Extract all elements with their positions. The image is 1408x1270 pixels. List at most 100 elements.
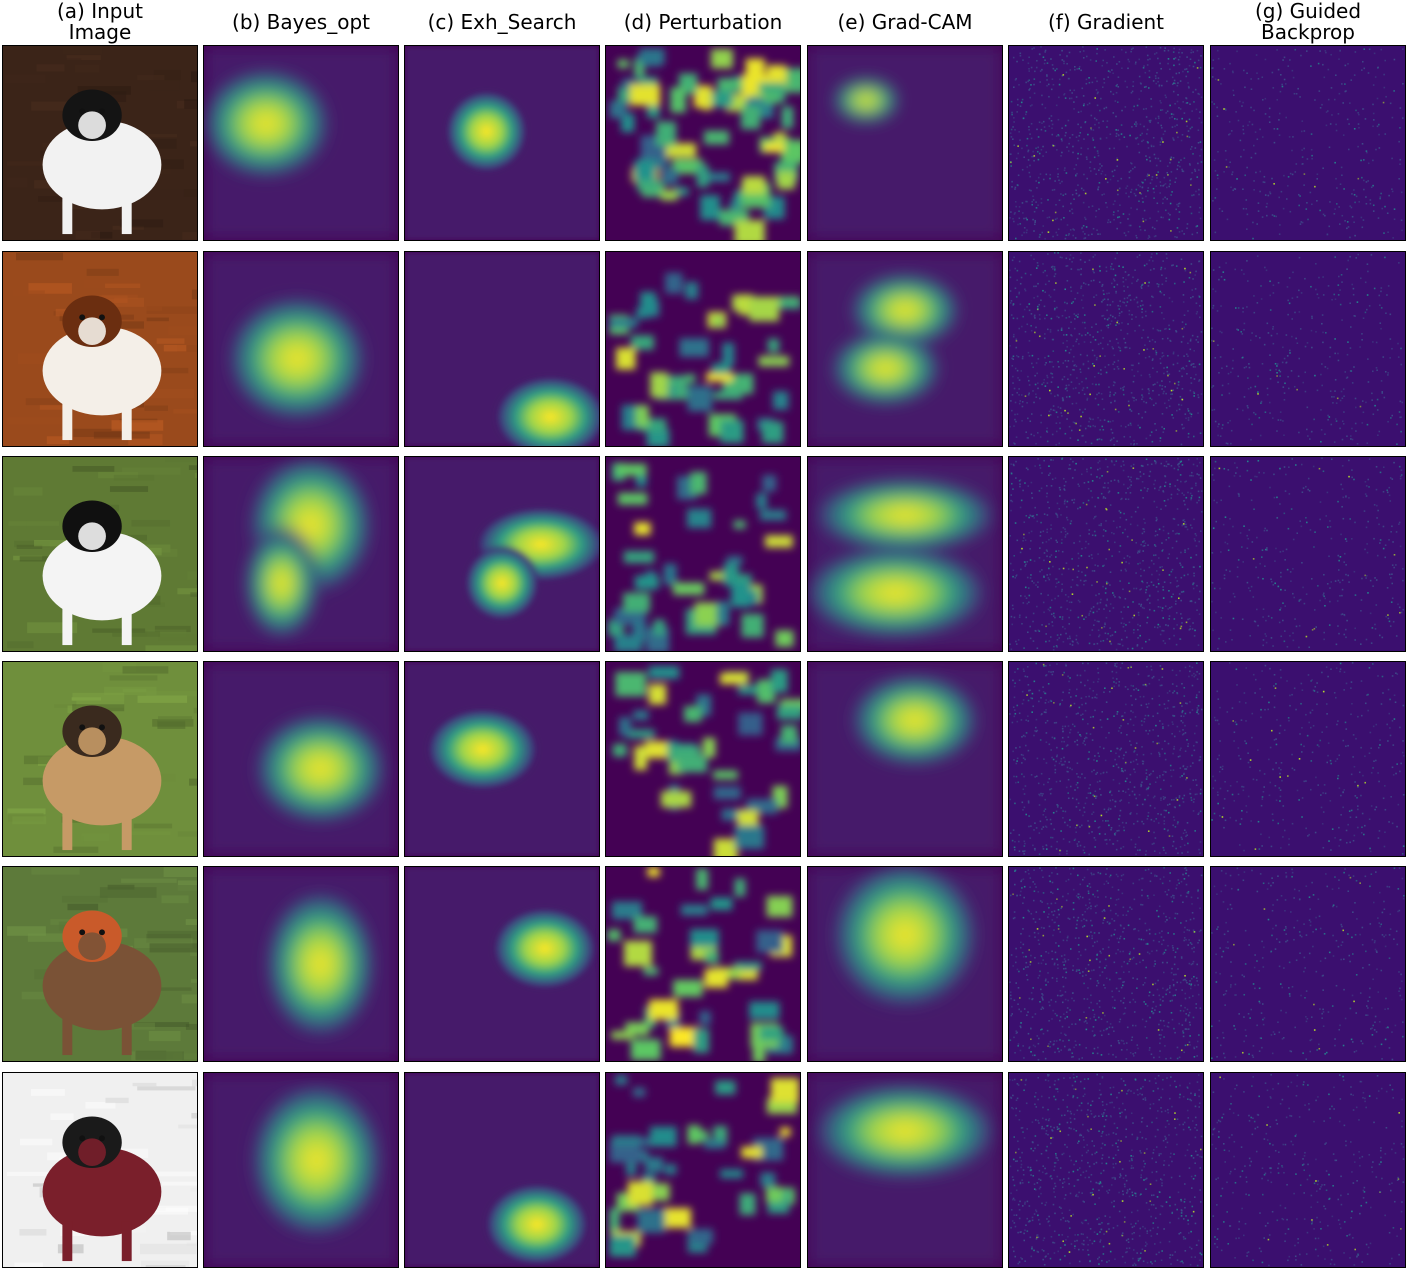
perturbation-patch xyxy=(630,1039,661,1061)
perturbation-patch xyxy=(673,979,703,997)
gradient-background xyxy=(1009,662,1203,856)
perturbation-patch xyxy=(734,961,762,971)
perturbation-patch xyxy=(611,1135,642,1146)
perturbation-patch xyxy=(733,520,746,529)
perturbation-patch xyxy=(672,158,703,175)
perturbation-patch xyxy=(638,1137,652,1147)
perturbation-patch xyxy=(704,968,728,988)
perturbation-patch xyxy=(702,737,716,758)
perturbation-patch xyxy=(611,1031,634,1040)
grad-cam-map-row-5 xyxy=(807,866,1003,1062)
heatmap-blob xyxy=(827,867,983,1013)
perturbation-patch xyxy=(702,172,731,182)
perturbation-patch xyxy=(715,1080,736,1095)
gradient-background xyxy=(1211,252,1405,446)
grad-cam-map-row-6 xyxy=(807,1072,1003,1268)
perturbation-patch xyxy=(609,100,628,119)
perturbation-patch xyxy=(623,592,651,613)
perturbation-patch xyxy=(679,338,709,357)
gradient-header: (f) Gradient xyxy=(1047,9,1165,34)
grad-cam-header: (e) Grad-CAM xyxy=(837,9,973,34)
perturbation-patch xyxy=(780,725,798,744)
perturbation-patch xyxy=(650,1126,677,1147)
perturbation-patch xyxy=(706,91,733,108)
perturbation-patch xyxy=(643,967,659,976)
perturbation-patch xyxy=(634,59,645,77)
heatmap-blob xyxy=(808,544,993,642)
perturbation-patch xyxy=(690,471,707,495)
perturbation-patch xyxy=(635,405,649,427)
perturbation-patch xyxy=(704,1139,725,1149)
perturbation-header: (d) Perturbation xyxy=(623,9,783,34)
bayes-opt-map-row-1 xyxy=(203,45,399,241)
exh-search-map-row-5 xyxy=(404,866,600,1062)
perturbation-patch xyxy=(719,673,747,685)
perturbation-patch xyxy=(684,374,696,383)
perturbation-patch xyxy=(762,421,784,444)
perturbation-patch xyxy=(637,1208,666,1233)
perturbation-patch xyxy=(626,729,655,739)
perturbation-patch xyxy=(720,1169,744,1179)
perturbation-map-row-1 xyxy=(605,45,801,241)
perturbation-patch xyxy=(762,475,777,492)
perturbation-patch xyxy=(630,335,654,350)
perturbation-patch xyxy=(731,582,751,608)
perturbation-patch xyxy=(734,574,752,583)
perturbation-patch xyxy=(648,666,680,679)
heatmap-blob xyxy=(204,65,334,182)
perturbation-patch xyxy=(717,78,743,92)
heatmap-blob xyxy=(262,886,379,1042)
heatmap-blob xyxy=(808,1080,1002,1182)
perturbation-patch xyxy=(611,901,643,920)
heatmap-blob xyxy=(482,1181,592,1267)
perturbation-patch xyxy=(648,684,667,705)
input-image-row-5 xyxy=(2,866,198,1062)
perturbation-patch xyxy=(735,970,758,980)
grad-cam-map-row-2 xyxy=(807,251,1003,447)
perturbation-patch xyxy=(775,630,794,647)
perturbation-patch xyxy=(741,613,764,638)
heatmap-blob xyxy=(808,476,1002,554)
heatmap-blob xyxy=(424,706,541,792)
exh-search-map-row-3 xyxy=(404,456,600,652)
perturbation-patch xyxy=(758,356,790,367)
exh-search-map-row-2 xyxy=(404,251,600,447)
perturbation-patch xyxy=(766,896,793,918)
perturbation-patch xyxy=(752,1040,765,1061)
gradient-background xyxy=(1009,457,1203,651)
perturbation-patch xyxy=(709,571,736,581)
perturbation-patch xyxy=(634,160,656,181)
heatmap-blob xyxy=(492,374,599,446)
perturbation-patch xyxy=(711,49,733,69)
perturbation-patch xyxy=(716,601,730,626)
perturbation-patch xyxy=(749,296,780,322)
perturbation-patch xyxy=(634,522,651,536)
input-image-row-1 xyxy=(2,45,198,241)
bayes-opt-map-row-6 xyxy=(203,1072,399,1268)
perturbation-patch xyxy=(647,867,660,877)
heatmap-blob xyxy=(463,544,541,622)
perturbation-patch xyxy=(622,78,638,90)
perturbation-patch xyxy=(780,1127,791,1137)
perturbation-patch xyxy=(699,1010,711,1025)
perturbation-patch xyxy=(646,428,670,446)
perturbation-patch xyxy=(777,298,800,309)
guided-backprop-map-row-6 xyxy=(1210,1072,1406,1268)
perturbation-patch xyxy=(711,363,731,375)
perturbation-patch xyxy=(634,575,659,590)
perturbation-patch xyxy=(742,176,766,195)
perturbation-patch xyxy=(665,272,683,294)
perturbation-patch xyxy=(609,1235,636,1257)
gradient-map-row-5 xyxy=(1008,866,1204,1062)
perturbation-patch xyxy=(636,179,659,192)
perturbation-patch xyxy=(749,1001,780,1020)
perturbation-patch xyxy=(776,171,796,190)
exh-search-map-row-1 xyxy=(404,45,600,241)
input-image-row-4 xyxy=(2,661,198,857)
perturbation-patch xyxy=(626,1154,637,1177)
perturbation-patch xyxy=(650,372,668,398)
perturbation-patch xyxy=(740,105,761,130)
perturbation-patch xyxy=(612,743,627,757)
perturbation-patch xyxy=(713,838,738,856)
heatmap-blob xyxy=(827,329,944,408)
